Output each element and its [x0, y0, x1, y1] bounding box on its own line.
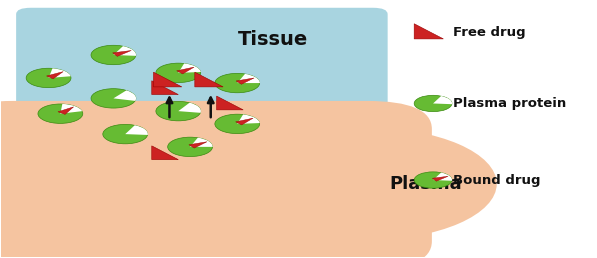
Text: Free drug: Free drug — [453, 26, 525, 38]
Circle shape — [215, 114, 260, 134]
Wedge shape — [237, 74, 260, 83]
Wedge shape — [237, 115, 260, 124]
Circle shape — [38, 104, 83, 123]
Wedge shape — [125, 125, 148, 135]
Polygon shape — [58, 107, 73, 114]
Polygon shape — [217, 96, 243, 110]
Circle shape — [91, 45, 136, 65]
Text: Bound drug: Bound drug — [453, 174, 540, 187]
Circle shape — [156, 101, 201, 121]
Polygon shape — [47, 72, 63, 79]
Text: Plasma: Plasma — [390, 175, 462, 193]
Polygon shape — [113, 51, 131, 56]
Wedge shape — [113, 46, 136, 56]
Polygon shape — [195, 72, 223, 87]
Wedge shape — [179, 63, 201, 73]
Polygon shape — [189, 142, 207, 148]
Wedge shape — [190, 138, 213, 147]
Circle shape — [156, 63, 201, 83]
Circle shape — [168, 137, 213, 157]
Circle shape — [91, 89, 136, 108]
Circle shape — [215, 73, 260, 93]
Wedge shape — [113, 90, 136, 101]
Polygon shape — [177, 67, 194, 74]
Polygon shape — [153, 72, 182, 87]
Polygon shape — [414, 24, 444, 39]
Polygon shape — [152, 146, 179, 160]
Wedge shape — [433, 173, 452, 181]
Circle shape — [26, 68, 71, 88]
Wedge shape — [433, 96, 452, 104]
FancyBboxPatch shape — [16, 8, 387, 130]
Polygon shape — [236, 118, 253, 125]
Polygon shape — [432, 176, 448, 181]
Wedge shape — [48, 68, 71, 78]
Polygon shape — [152, 81, 179, 94]
Circle shape — [103, 124, 147, 144]
Polygon shape — [236, 78, 254, 84]
Circle shape — [414, 95, 452, 112]
Circle shape — [414, 172, 452, 188]
Text: Tissue: Tissue — [238, 30, 308, 49]
Circle shape — [237, 128, 497, 240]
Wedge shape — [179, 103, 201, 113]
Text: Plasma protein: Plasma protein — [453, 97, 566, 110]
FancyBboxPatch shape — [0, 101, 432, 258]
Wedge shape — [60, 104, 82, 114]
